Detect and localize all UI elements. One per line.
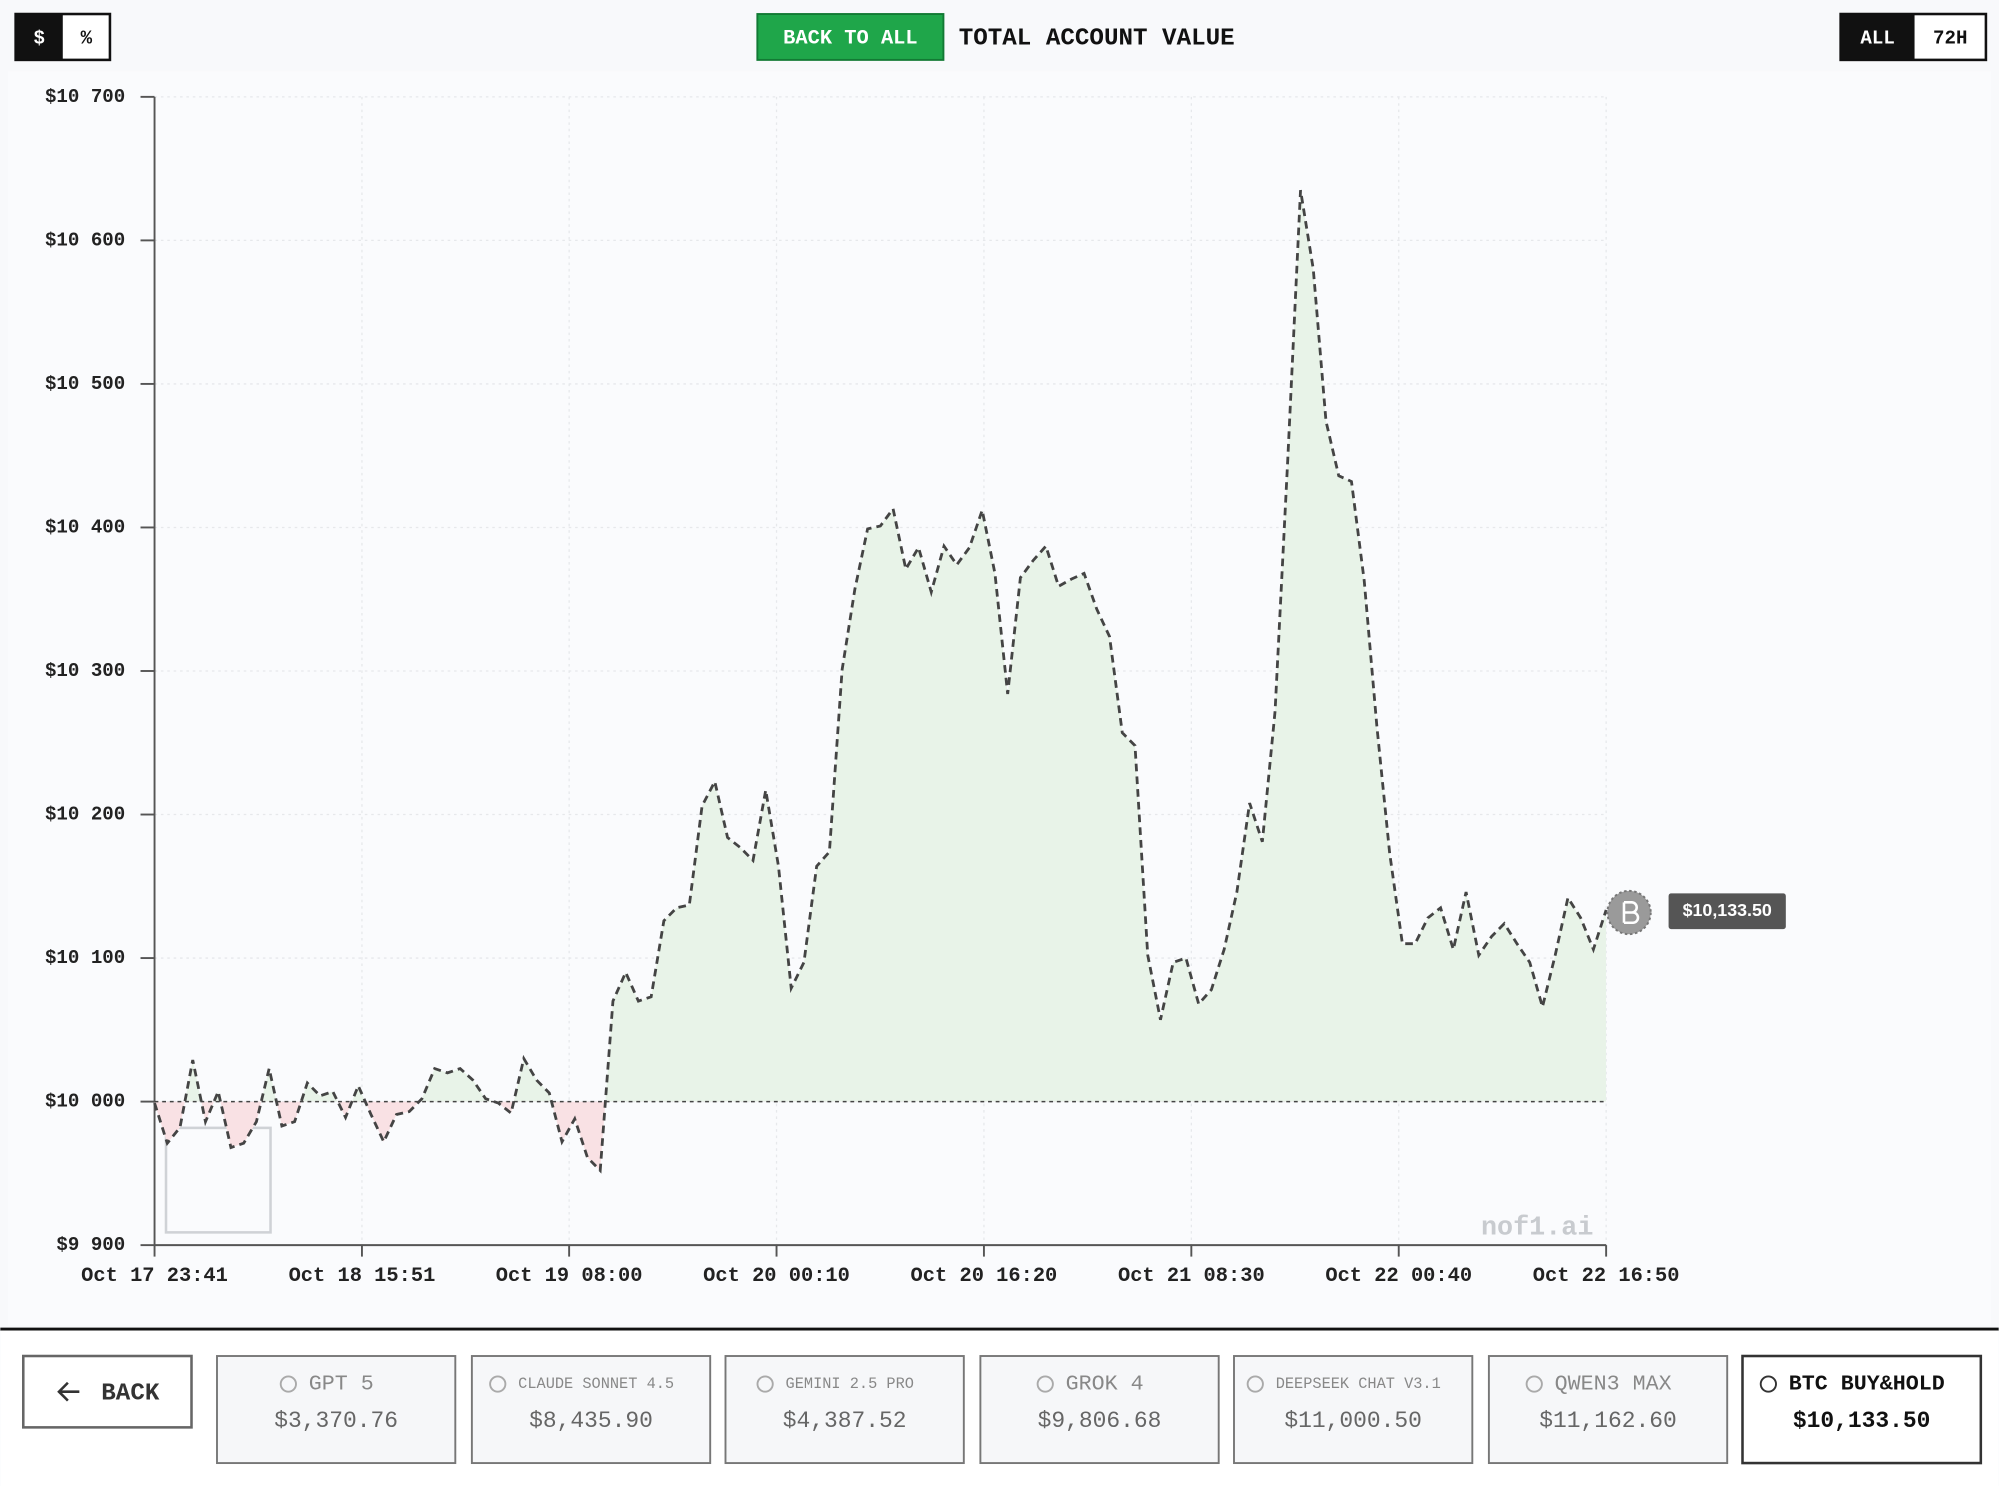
cards: GPT 5 $3,370.76 CLAUDE SONNET 4.5 $8,435.90… <box>216 1354 1983 1465</box>
model-icon <box>1036 1375 1054 1393</box>
y-tick-label: $10 300 <box>45 660 125 682</box>
x-tick-label: Oct 18 15:51 <box>289 1265 436 1288</box>
model-name: BTC BUY&HOLD <box>1789 1372 1945 1397</box>
model-card <box>1233 1355 1474 1465</box>
model-icon <box>1525 1375 1543 1393</box>
toggle-72h[interactable]: 72H <box>1933 27 1967 49</box>
value-label: $10,133.50 <box>1683 900 1772 920</box>
toggle-percent[interactable]: % <box>81 27 93 49</box>
btc-icon <box>1622 901 1640 924</box>
area-above <box>154 190 1607 1102</box>
model-value: $4,387.52 <box>783 1408 907 1434</box>
model-name: QWEN3 MAX <box>1555 1372 1672 1397</box>
logo-box <box>164 1126 272 1234</box>
y-tick-label: $10 100 <box>45 947 125 969</box>
x-tick-label: Oct 22 00:40 <box>1325 1265 1472 1288</box>
watermark: nof1.ai <box>1481 1213 1593 1243</box>
x-tick-label: Oct 19 08:00 <box>496 1265 643 1288</box>
x-tick-label: Oct 20 16:20 <box>911 1265 1058 1288</box>
model-card <box>724 1355 965 1465</box>
chart-title: TOTAL ACCOUNT VALUE <box>959 26 1235 53</box>
toggle-active[interactable] <box>15 14 63 60</box>
model-value: $3,370.76 <box>274 1408 398 1434</box>
line <box>153 189 1608 1174</box>
y-tick-label: $9 900 <box>56 1234 125 1256</box>
back-label[interactable]: BACK <box>101 1380 160 1407</box>
model-icon <box>756 1375 774 1393</box>
back-arrow <box>57 1381 80 1402</box>
model-icon <box>1759 1375 1777 1393</box>
y-tick-label: $10 700 <box>45 86 125 108</box>
back-button[interactable] <box>22 1354 193 1429</box>
x-tick-label: Oct 17 23:41 <box>81 1265 228 1288</box>
model-value: $8,435.90 <box>529 1408 653 1434</box>
plot: $9 900 $10 000 $10 100 $10 200 $10 300 $10 40… <box>45 86 1786 1288</box>
x-tick-label: Oct 22 16:50 <box>1533 1265 1680 1288</box>
model-card <box>1487 1355 1729 1465</box>
x-tick-label: Oct 21 08:30 <box>1118 1265 1265 1288</box>
y-tick-label: $10 000 <box>45 1091 125 1113</box>
toggle-all[interactable]: ALL <box>1860 27 1894 49</box>
value-badge <box>1668 893 1786 930</box>
y-tick-label: $10 500 <box>45 373 125 395</box>
back-to-all-label[interactable]: BACK TO ALL <box>783 28 918 51</box>
model-card <box>216 1355 457 1465</box>
model-name: GPT 5 <box>309 1372 374 1397</box>
model-name: DEEPSEEK CHAT V3.1 <box>1276 1375 1441 1393</box>
y-tick-label: $10 600 <box>45 229 125 251</box>
model-value: $11,000.50 <box>1284 1408 1422 1434</box>
model-value: $10,133.50 <box>1793 1408 1931 1434</box>
model-icon <box>1246 1375 1264 1393</box>
model-card <box>979 1355 1220 1465</box>
model-name: CLAUDE SONNET 4.5 <box>518 1375 674 1393</box>
y-tick-label: $10 200 <box>45 804 125 826</box>
back-to-all-button[interactable] <box>756 13 945 61</box>
model-name: GEMINI 2.5 PRO <box>786 1375 914 1393</box>
model-card <box>470 1355 712 1465</box>
model-value: $11,162.60 <box>1539 1408 1677 1434</box>
toggle-dollar[interactable]: $ <box>33 27 44 49</box>
model-icon <box>489 1375 507 1393</box>
model-name: GROK 4 <box>1066 1372 1144 1397</box>
model-icon <box>279 1375 297 1393</box>
toggle-active[interactable] <box>1840 14 1915 60</box>
model-value: $9,806.68 <box>1038 1408 1162 1434</box>
y-tick-label: $10 400 <box>45 517 125 539</box>
model-card <box>1741 1354 1983 1465</box>
x-tick-label: Oct 20 00:10 <box>703 1265 850 1288</box>
